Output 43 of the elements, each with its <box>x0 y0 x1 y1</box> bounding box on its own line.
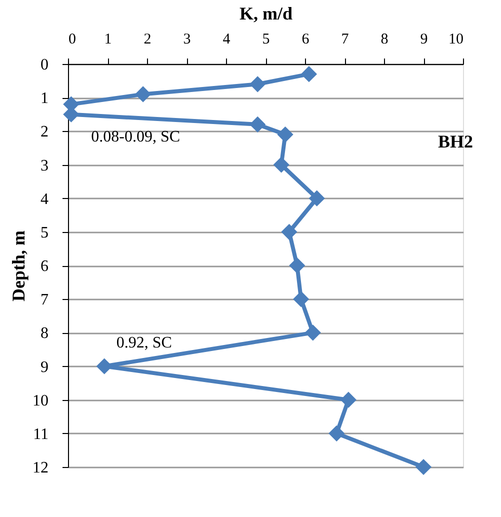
point <box>308 190 325 206</box>
annotation: 0.08-0.09, SC <box>91 128 180 146</box>
point <box>328 425 345 442</box>
y-tick-label: 4 <box>40 190 48 208</box>
y-tick-label: 3 <box>40 157 48 174</box>
y-axis-title: Depth, m <box>8 230 28 302</box>
point <box>300 66 318 82</box>
point <box>289 257 306 274</box>
y-tick-label: 7 <box>40 292 48 309</box>
x-tick-label: 8 <box>380 32 388 48</box>
x-tick-label: 5 <box>262 32 270 48</box>
annotation: 0.92, SC <box>116 334 172 352</box>
y-tick-label: 8 <box>40 325 48 342</box>
x-tick-label: 7 <box>341 32 350 48</box>
y-tick-label: 2 <box>40 124 48 141</box>
y-tick-label: 12 <box>32 460 48 476</box>
y-tick-label: 0 <box>40 56 48 74</box>
point <box>292 291 310 308</box>
x-tick-label: 0 <box>68 32 76 48</box>
point <box>415 458 432 476</box>
x-tick-label: 4 <box>222 32 231 48</box>
point <box>250 76 266 92</box>
x-tick-label: 2 <box>144 32 152 48</box>
annotation: BH2 <box>438 132 473 152</box>
x-tick-label: 9 <box>420 32 428 48</box>
point <box>277 126 294 143</box>
y-tick-label: 6 <box>40 258 48 275</box>
x-tick-label: 1 <box>104 32 112 48</box>
point <box>250 116 266 133</box>
y-tick-label: 11 <box>33 426 48 443</box>
point <box>340 392 357 408</box>
y-tick-label: 5 <box>40 224 48 242</box>
x-axis-title: K, m/d <box>239 4 293 24</box>
y-tick-label: 9 <box>40 358 48 376</box>
point <box>281 224 298 240</box>
y-tick-label: 10 <box>32 392 48 410</box>
x-tick-label: 3 <box>183 32 191 48</box>
y-tick-label: 1 <box>40 90 48 108</box>
x-tick-label: 6 <box>302 32 310 48</box>
point <box>134 86 152 102</box>
x-tick-label: 10 <box>448 32 464 48</box>
point <box>304 324 321 341</box>
point <box>273 156 290 173</box>
